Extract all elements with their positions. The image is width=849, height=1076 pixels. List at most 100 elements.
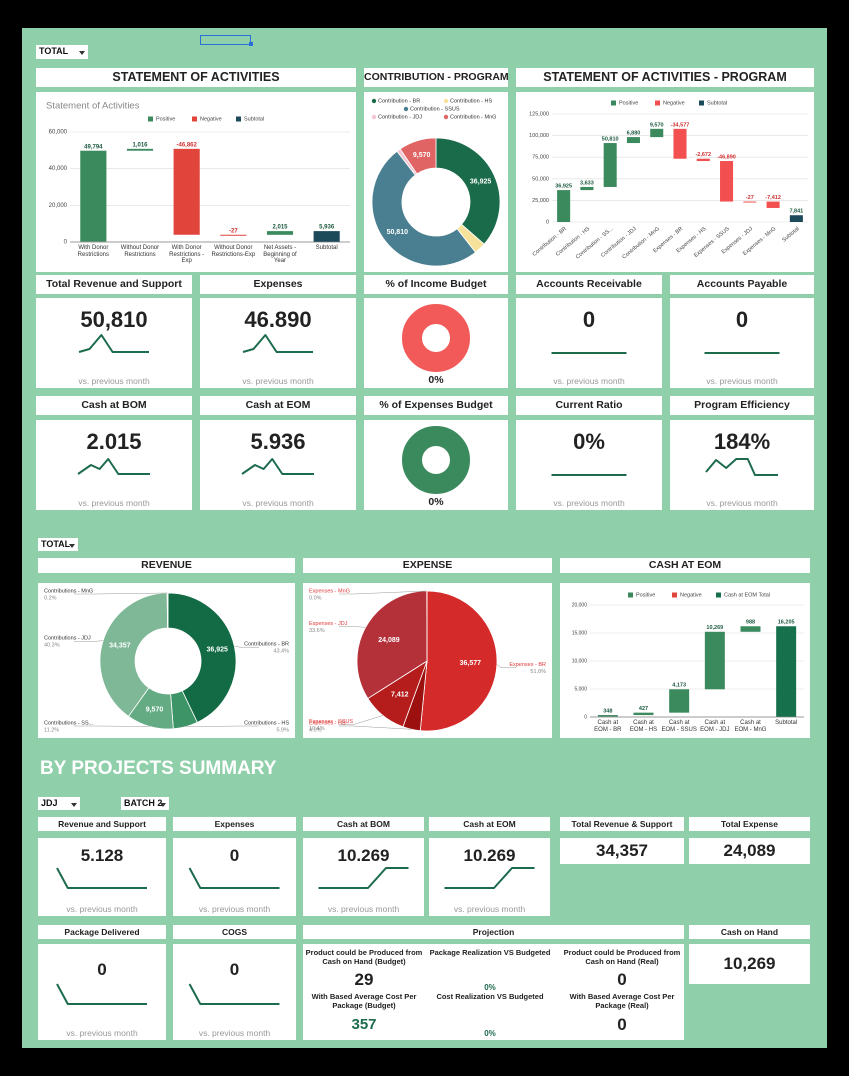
card-title: Accounts Receivable <box>536 278 642 290</box>
slice <box>166 592 169 629</box>
chart-heading: CONTRIBUTION - PROGRAM <box>364 68 508 87</box>
slice-value-label: 36,925 <box>470 179 492 186</box>
bar <box>650 128 664 138</box>
chart-heading: CASH AT EOM <box>560 558 810 573</box>
chart-title: CASH AT EOM <box>648 559 722 571</box>
slice-category-label: Contributions - JDJ <box>44 636 91 642</box>
slice-percent-label: 0.2% <box>44 595 57 601</box>
value-label: -34,577 <box>671 122 690 128</box>
projection-value: 357 <box>351 1016 377 1033</box>
filter-dropdown[interactable]: TOTAL <box>38 538 78 551</box>
bar <box>633 712 654 716</box>
card-title: % of Expenses Budget <box>379 399 493 411</box>
chart-canvas <box>444 867 535 889</box>
legend-label: Negative <box>663 100 685 106</box>
kpi-note: vs. previous month <box>66 904 138 914</box>
filter-dropdown[interactable]: TOTAL <box>36 45 88 59</box>
card-heading: Cash at EOM <box>200 396 356 415</box>
legend-swatch <box>148 116 153 122</box>
card-heading: Expenses <box>173 817 296 831</box>
kpi-note: vs. previous month <box>242 498 314 508</box>
kpi-value: 46.890 <box>244 306 312 332</box>
value-label: -27 <box>229 228 238 234</box>
kpi-note: vs. previous month <box>78 376 150 386</box>
kpi-value: 0 <box>97 959 107 979</box>
projection-value: 0% <box>484 1029 496 1038</box>
kpi-value: 10,269 <box>723 953 776 973</box>
y-tick-label: 0 <box>546 219 549 225</box>
leader-line <box>496 664 516 669</box>
card-title: Expenses <box>253 278 303 290</box>
x-tick-label: Subtotal <box>315 245 338 251</box>
dropdown-caret <box>79 51 85 55</box>
card-heading: Package Delivered <box>38 925 166 939</box>
x-tick-label: Cash at EOM - MnG <box>734 720 767 733</box>
kpi-value: 0 <box>229 959 240 979</box>
slice-value-label: 9,570 <box>146 707 164 714</box>
slice-category-label: Contributions - BR <box>244 642 289 648</box>
gauge-ring <box>402 304 470 372</box>
kpi-card: 0% vs. previous month <box>516 420 662 510</box>
dropdown-caret <box>69 543 75 548</box>
card-title: Current Ratio <box>555 399 623 411</box>
filter-dropdown[interactable]: BATCH 2 <box>121 797 169 810</box>
card-heading: Current Ratio <box>516 396 662 415</box>
kpi-note: vs. previous month <box>553 376 625 386</box>
value-label: 988 <box>746 620 755 626</box>
card-heading: Cash at BOM <box>36 396 192 415</box>
chart-canvas: 0 25,000 50,000 75,000 100,000 125,000 Positiv… <box>529 100 808 261</box>
slice-category-label: Expenses - MnG <box>309 588 350 594</box>
value-label: 6,880 <box>627 131 641 137</box>
card-title: Cash at EOM <box>245 399 311 411</box>
y-tick-label: 100,000 <box>529 133 549 139</box>
value-label: -46,862 <box>176 142 197 148</box>
legend-swatch <box>192 116 197 122</box>
chart-panel: 36,925 Contributions - BR 43.4% Contributio… <box>38 583 295 738</box>
card-heading: Cash at EOM <box>429 817 550 831</box>
filter-dropdown[interactable]: JDJ <box>38 797 80 810</box>
leader-line <box>339 715 384 725</box>
y-tick-label: 0 <box>584 714 587 720</box>
leader-line <box>339 626 366 628</box>
value-label: 1,016 <box>132 142 148 148</box>
kpi-card: 0 vs. previous month <box>516 298 662 388</box>
leader-line <box>74 592 168 595</box>
card-title: Total Expense <box>721 819 778 829</box>
bar <box>126 148 154 151</box>
y-tick-label: 0 <box>64 240 68 246</box>
slice-value-label: 7,412 <box>391 692 409 699</box>
legend-swatch <box>716 592 721 598</box>
card-title: Total Revenue and Support <box>46 278 182 290</box>
chart-canvas <box>78 334 149 353</box>
legend-label: Positive <box>619 100 638 106</box>
legend-label: Subtotal <box>244 116 264 122</box>
legend-swatch <box>611 100 616 106</box>
x-tick-label: Without Donor Restrictions-Exp <box>211 245 256 258</box>
chart-canvas <box>705 458 778 476</box>
card-heading: Total Revenue and Support <box>36 275 192 294</box>
bar <box>557 190 571 222</box>
y-tick-label: 40,000 <box>49 166 68 172</box>
chart-panel: 0 25,000 50,000 75,000 100,000 125,000 Positiv… <box>516 92 814 272</box>
chart-panel: 36,925 Contribution - BR Contribution - HS… <box>364 92 508 272</box>
chart-subtitle: Statement of Activities <box>46 101 140 112</box>
x-tick-label: Cash at EOM - JDJ <box>700 720 730 733</box>
kpi-value: 0 <box>229 845 240 865</box>
chart-panel: 0 5,000 10,000 15,000 20,000 Positive Negative… <box>560 583 810 738</box>
sparkline <box>318 867 409 889</box>
sparkline <box>56 983 147 1005</box>
sparkline <box>56 867 147 889</box>
bar <box>743 201 757 203</box>
projection-value: 0 <box>617 970 627 989</box>
dropdown-caret <box>71 802 77 807</box>
kpi-note: vs. previous month <box>198 904 271 914</box>
slice <box>356 590 428 699</box>
projection-value: 0 <box>617 1015 627 1034</box>
legend-swatch <box>628 592 633 598</box>
projection-label: With Based Average Cost Per Package (Rea… <box>569 992 675 1010</box>
slice <box>419 590 498 732</box>
kpi-value: 50,810 <box>80 306 148 332</box>
cell-selection <box>200 35 251 45</box>
card-heading: Total Revenue & Support <box>560 817 684 831</box>
